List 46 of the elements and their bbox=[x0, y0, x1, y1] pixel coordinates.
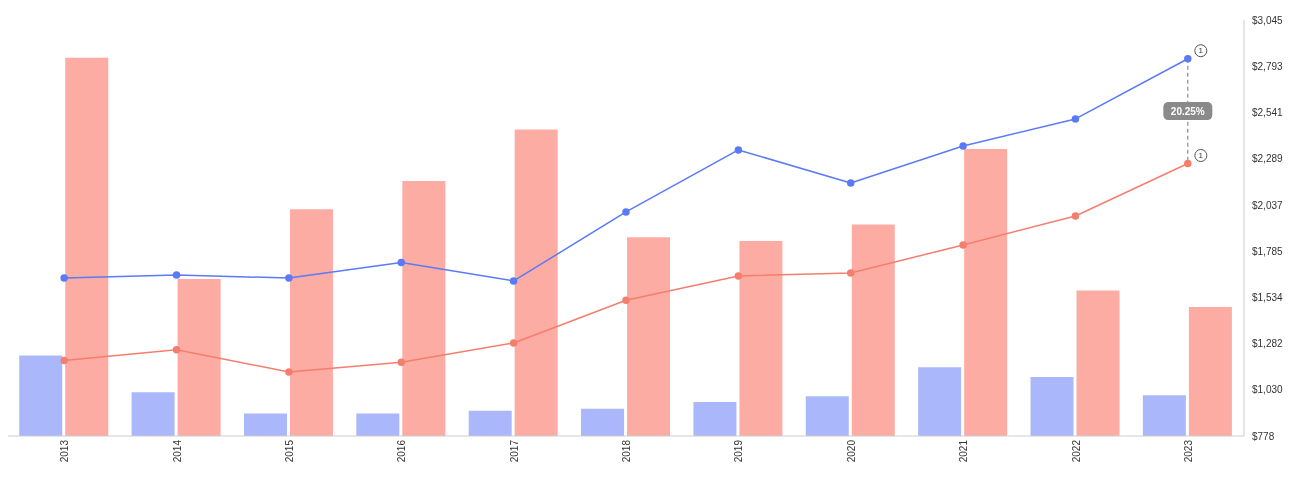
point bbox=[285, 274, 293, 282]
y-tick-label: $3,045 bbox=[1252, 14, 1284, 26]
x-tick-label: 2013 bbox=[59, 439, 71, 463]
point bbox=[1071, 115, 1080, 123]
x-tick-label: 2020 bbox=[845, 439, 857, 463]
point bbox=[959, 241, 967, 249]
point bbox=[734, 146, 743, 154]
point bbox=[846, 269, 855, 277]
point bbox=[959, 142, 967, 150]
x-tick-label: 2021 bbox=[958, 439, 970, 463]
x-tick-label: 2019 bbox=[733, 439, 745, 463]
point bbox=[1071, 212, 1080, 220]
x-tick-label: 2016 bbox=[396, 439, 408, 463]
x-tick-label: 2022 bbox=[1070, 439, 1082, 463]
point bbox=[172, 346, 181, 354]
point bbox=[734, 272, 743, 280]
x-tick-label: 2023 bbox=[1182, 439, 1194, 463]
x-tick-label: 2017 bbox=[508, 439, 520, 463]
y-tick-label: $1,282 bbox=[1252, 338, 1284, 350]
y-tick-label: $1,534 bbox=[1252, 291, 1284, 303]
annotation: 1 bbox=[1198, 151, 1204, 160]
y-tick-label: $2,037 bbox=[1252, 199, 1284, 211]
y-tick-label: $1,030 bbox=[1252, 384, 1284, 396]
x-tick-label: 2015 bbox=[284, 439, 296, 463]
point bbox=[846, 179, 855, 187]
point bbox=[1184, 159, 1192, 168]
point bbox=[397, 358, 406, 366]
y-tick-label: $2,793 bbox=[1252, 60, 1284, 72]
y-tick-label: $778 bbox=[1252, 430, 1275, 442]
point bbox=[397, 258, 406, 267]
point bbox=[60, 356, 68, 365]
annotation: 20.25% bbox=[1170, 105, 1205, 117]
y-tick-label: $1,785 bbox=[1252, 245, 1284, 257]
x-tick-label: 2018 bbox=[621, 439, 633, 463]
point bbox=[60, 274, 68, 282]
point bbox=[509, 339, 518, 347]
point bbox=[622, 208, 630, 216]
point bbox=[509, 277, 518, 285]
point bbox=[622, 296, 630, 304]
x-tick-label: 2014 bbox=[171, 439, 183, 463]
annotation: 1 bbox=[1198, 46, 1204, 56]
y-tick-label: $2,289 bbox=[1252, 153, 1284, 165]
point bbox=[1184, 54, 1192, 63]
point bbox=[172, 271, 181, 279]
point bbox=[285, 368, 293, 376]
y-tick-label: $2,541 bbox=[1252, 107, 1284, 119]
